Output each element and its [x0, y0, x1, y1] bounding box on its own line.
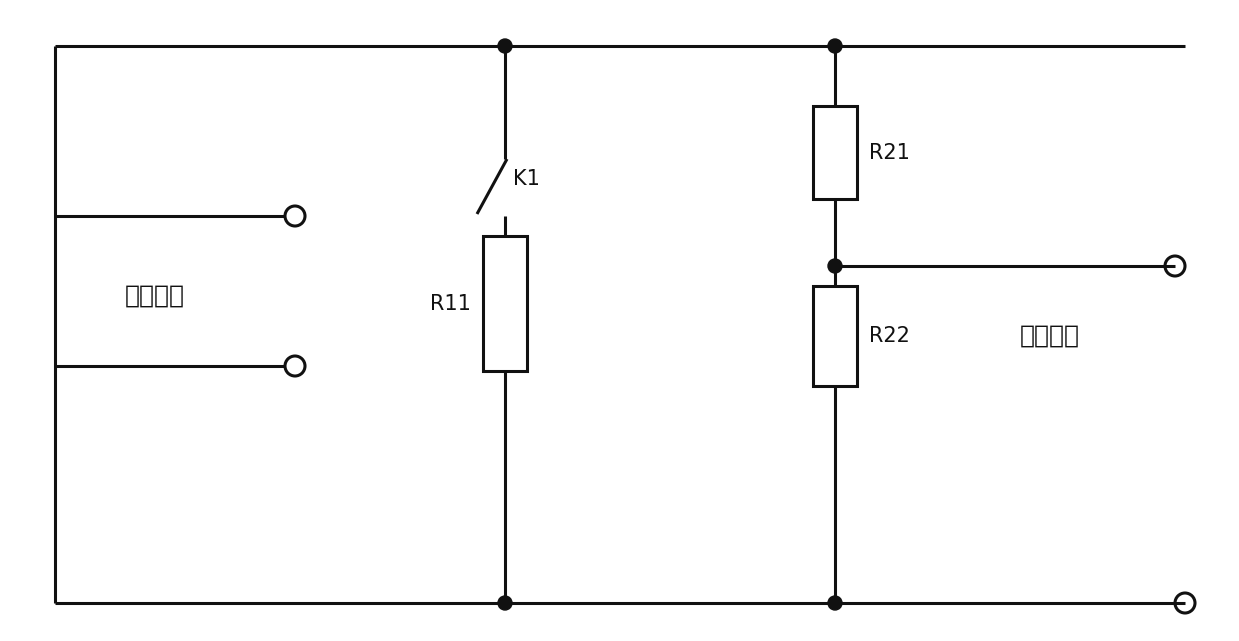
Bar [813, 106, 857, 199]
Text: 信号输入: 信号输入 [125, 284, 185, 308]
Circle shape [498, 596, 512, 610]
Bar [483, 236, 527, 371]
Text: R22: R22 [869, 326, 909, 346]
Circle shape [828, 596, 843, 610]
Circle shape [498, 39, 512, 53]
Text: 信号输出: 信号输出 [1020, 324, 1080, 348]
Circle shape [828, 39, 843, 53]
Text: R21: R21 [869, 142, 909, 163]
Bar [813, 286, 857, 386]
Text: K1: K1 [513, 169, 540, 188]
Text: R11: R11 [430, 294, 471, 313]
Circle shape [828, 259, 843, 273]
